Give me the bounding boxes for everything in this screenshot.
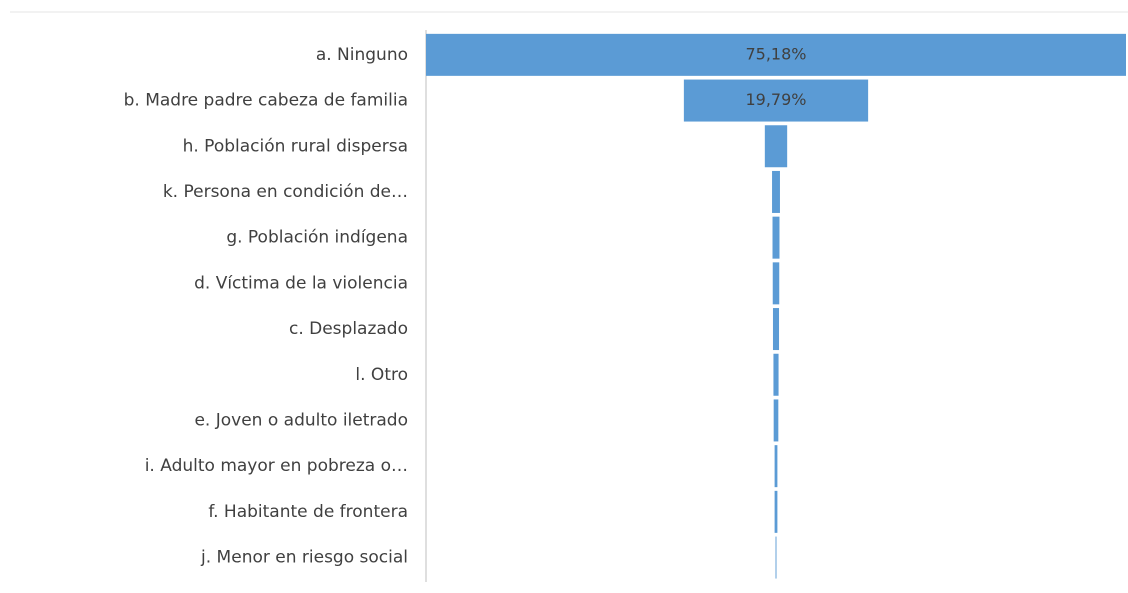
bar <box>775 536 777 579</box>
category-label: d. Víctima de la violencia <box>194 273 408 293</box>
category-label: j. Menor en riesgo social <box>200 548 408 568</box>
bar <box>773 399 779 442</box>
bar <box>774 490 778 533</box>
bar <box>772 216 780 259</box>
bar <box>773 353 779 396</box>
category-label: e. Joven o adulto iletrado <box>194 410 408 430</box>
category-label: h. Población rural dispersa <box>183 136 408 156</box>
category-label: b. Madre padre cabeza de familia <box>124 91 408 111</box>
bar <box>772 308 780 351</box>
bar <box>772 262 780 305</box>
data-label: 19,79% <box>745 90 806 109</box>
bar <box>683 79 869 122</box>
category-label: k. Persona en condición de… <box>163 182 408 202</box>
category-label: l. Otro <box>355 365 408 385</box>
bar <box>772 170 780 213</box>
category-label: f. Habitante de frontera <box>208 502 408 522</box>
category-label: i. Adulto mayor en pobreza o… <box>145 456 408 476</box>
data-label: 75,18% <box>745 44 806 63</box>
category-label: c. Desplazado <box>289 319 408 339</box>
bar <box>774 445 778 488</box>
category-label: a. Ninguno <box>316 45 408 65</box>
bar <box>426 33 1126 76</box>
bar <box>764 125 788 168</box>
category-label: g. Población indígena <box>226 228 408 248</box>
